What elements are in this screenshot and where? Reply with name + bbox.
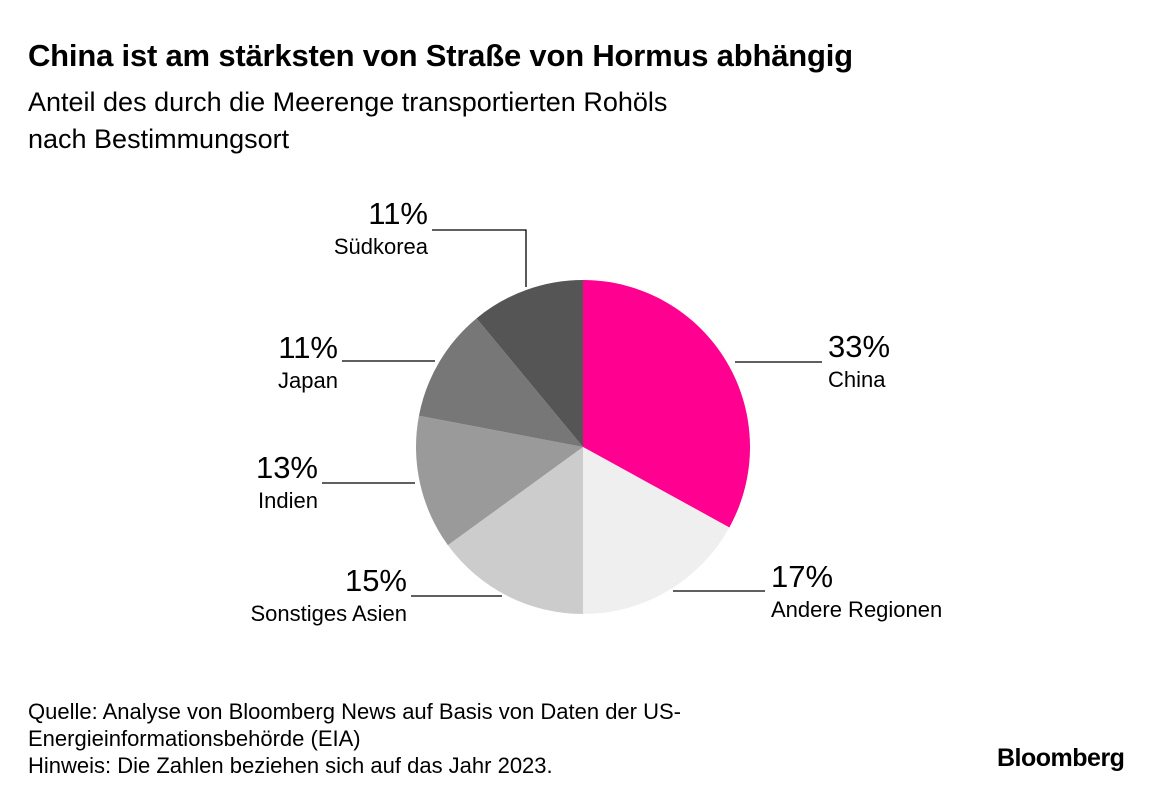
note-text: Hinweis: Die Zahlen beziehen sich auf da…: [28, 753, 553, 778]
pie-slice-5: [418, 318, 583, 447]
slice-percent-label: 15%: [345, 563, 407, 598]
slice-percent-label: 17%: [771, 559, 833, 594]
chart-footer: Quelle: Analyse von Bloomberg News auf B…: [28, 698, 928, 779]
source-line-1: Quelle: Analyse von Bloomberg News auf B…: [28, 699, 681, 724]
leader-line-6: [432, 229, 527, 287]
slice-name-label: Andere Regionen: [771, 597, 942, 622]
slice-name-label: China: [828, 367, 886, 392]
leader-lines: [322, 229, 822, 597]
slice-name-label: Sonstiges Asien: [250, 601, 407, 626]
slice-percent-label: 33%: [828, 329, 890, 364]
slice-percent-label: 11%: [278, 330, 338, 365]
pie-slices: [416, 280, 750, 614]
subtitle-line-1: Anteil des durch die Meerenge transporti…: [28, 87, 668, 117]
slice-name-label: Japan: [278, 368, 338, 393]
slice-percent-label: 11%: [368, 196, 428, 231]
pie-slice-1: [583, 280, 750, 528]
subtitle-line-2: nach Bestimmungsort: [28, 124, 290, 154]
slice-percent-label: 13%: [256, 450, 318, 485]
bloomberg-logo: Bloomberg: [997, 744, 1125, 772]
pie-slice-2: [583, 447, 730, 614]
slice-name-label: Südkorea: [334, 234, 429, 259]
chart-subtitle: Anteil des durch die Meerenge transporti…: [28, 84, 928, 158]
chart-title: China ist am stärksten von Straße von Ho…: [28, 38, 853, 73]
source-line-2: Energieinformationsbehörde (EIA): [28, 726, 361, 751]
slice-labels: 33% China 17% Andere Regionen 15% Sonstiges A…: [250, 196, 942, 626]
pie-slice-4: [416, 415, 583, 546]
pie-slice-6: [476, 280, 583, 447]
slice-name-label: Indien: [258, 488, 318, 513]
pie-slice-3: [447, 447, 583, 614]
